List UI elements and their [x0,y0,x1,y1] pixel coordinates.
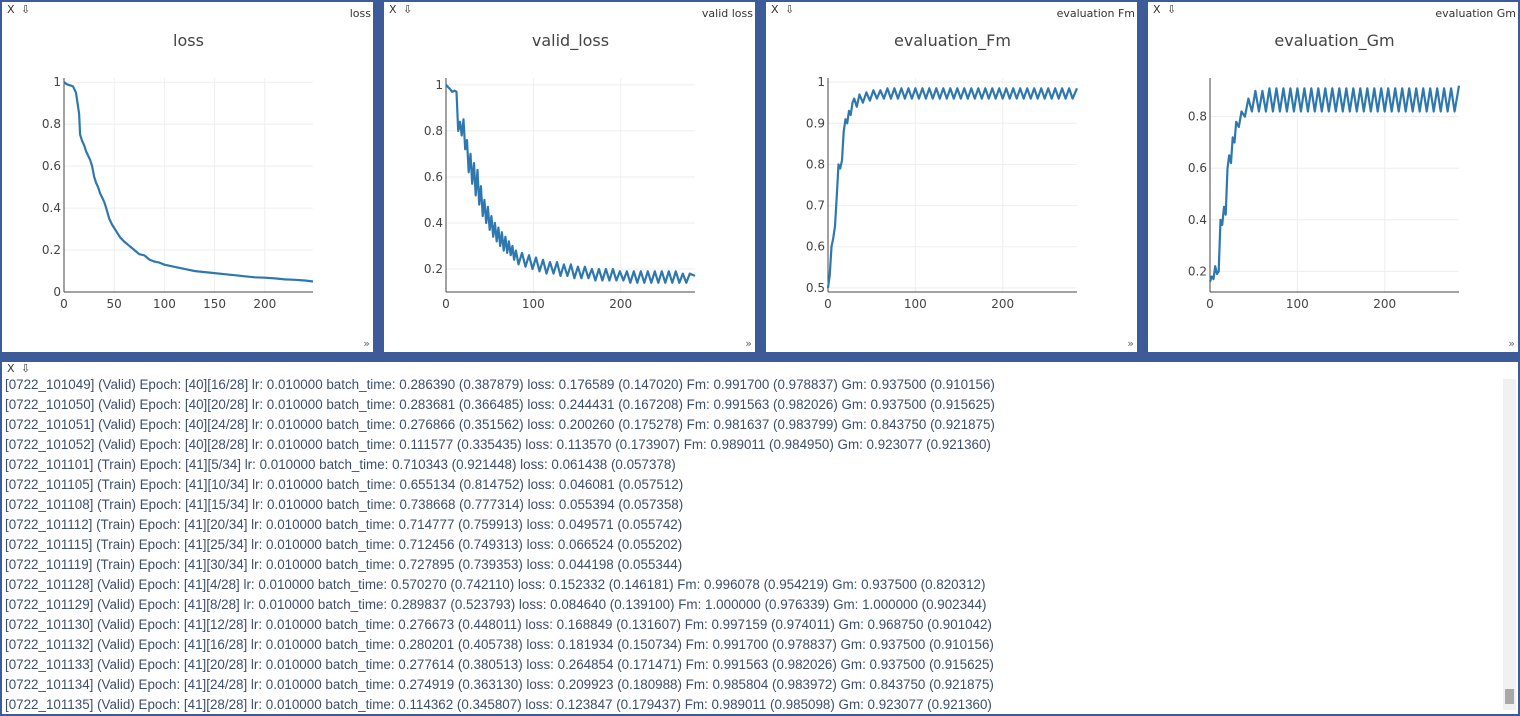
close-button[interactable]: X [7,3,15,16]
log-line: [0722_101051] (Valid) Epoch: [40][24/28]… [5,417,995,432]
download-icon[interactable]: ⇩ [21,3,31,16]
log-line: [0722_101133] (Valid) Epoch: [41][20/28]… [5,657,994,672]
series-line [826,87,1079,289]
chart-pane-loss: X ⇩ loss loss 0 50 100 150 200 0 0.2 0.4 0.6 0.8 1 … [2,2,373,352]
y-tick-label: 0.5 [806,281,825,295]
download-icon[interactable]: ⇩ [785,3,795,16]
series-line [1208,85,1461,283]
y-tick-label: 0.2 [1188,264,1207,278]
pane-toolbar: X ⇩ evaluation Fm [766,2,1137,21]
chart-title: valid_loss [532,31,609,51]
chart-title: evaluation_Gm [1274,31,1394,51]
chart-title: loss [173,31,204,50]
x-tick-label: 0 [824,297,832,311]
download-icon[interactable]: ⇩ [1167,3,1177,16]
y-tick-label: 1 [435,78,443,92]
log-line: [0722_101105] (Train) Epoch: [41][10/34]… [5,477,684,492]
pane-id: evaluation Gm [1435,7,1516,20]
log-pane: X ⇩ [0722_101049] (Valid) Epoch: [40][16… [2,362,1518,714]
resize-handle-icon[interactable]: » [1127,337,1134,350]
log-line: [0722_101119] (Train) Epoch: [41][30/34]… [5,557,683,572]
y-tick-label: 0.8 [806,157,825,171]
y-tick-label: 0.2 [42,243,61,257]
y-tick-label: 0 [53,285,61,299]
x-tick-label: 100 [153,297,176,311]
log-line: [0722_101134] (Valid) Epoch: [41][24/28]… [5,677,994,692]
pane-toolbar: X ⇩ loss [2,2,373,21]
resize-handle-icon[interactable]: » [745,337,752,350]
x-tick-label: 200 [991,297,1014,311]
chart-pane-evaluation-fm: X ⇩ evaluation Fm evaluation_Fm 0 100 200 0.… [766,2,1137,352]
y-tick-label: 0.2 [424,262,443,276]
pane-id: valid loss [701,7,753,20]
close-button[interactable]: X [771,3,779,16]
log-line: [0722_101052] (Valid) Epoch: [40][28/28]… [5,437,991,452]
x-tick-label: 200 [1373,297,1396,311]
pane-id: evaluation Fm [1056,7,1135,20]
x-tick-label: 0 [60,297,68,311]
y-tick-label: 0.4 [424,216,443,230]
scrollbar[interactable] [1503,379,1516,710]
x-tick-label: 150 [203,297,226,311]
resize-handle-icon[interactable]: » [363,337,370,350]
log-line: [0722_101128] (Valid) Epoch: [41][4/28] … [5,577,986,592]
log-line: [0722_101101] (Train) Epoch: [41][5/34] … [5,457,676,472]
pane-toolbar: X ⇩ [2,362,1518,380]
chart-pane-valid-loss: X ⇩ valid loss valid_loss 0 100 200 0.2 0.4 0.… [384,2,755,352]
log-line: [0722_101130] (Valid) Epoch: [41][12/28]… [5,617,992,632]
pane-id: loss [349,7,371,20]
x-tick-label: 200 [609,297,632,311]
log-line: [0722_101132] (Valid) Epoch: [41][16/28]… [5,637,994,652]
download-icon[interactable]: ⇩ [403,3,413,16]
x-tick-label: 50 [107,297,122,311]
y-tick-label: 0.8 [424,124,443,138]
close-button[interactable]: X [1153,3,1161,16]
pane-toolbar: X ⇩ valid loss [384,2,755,21]
log-line: [0722_101135] (Valid) Epoch: [41][28/28]… [5,697,992,712]
log-line: [0722_101115] (Train) Epoch: [41][25/34]… [5,537,683,552]
resize-handle-icon[interactable]: » [1508,337,1515,350]
close-button[interactable]: X [389,3,397,16]
scrollbar-thumb[interactable] [1505,689,1514,704]
close-button[interactable]: X [7,362,15,375]
x-tick-label: 0 [1206,297,1214,311]
y-tick-label: 0.7 [806,199,825,213]
log-line: [0722_101050] (Valid) Epoch: [40][20/28]… [5,397,995,412]
y-tick-label: 1 [817,75,825,89]
y-tick-label: 0.8 [42,117,61,131]
y-tick-label: 0.8 [1188,110,1207,124]
x-tick-label: 100 [904,297,927,311]
series-line [445,84,696,284]
evaluation-gm-chart: evaluation_Gm 0 100 200 0.2 0.4 0.6 0.8 [1188,31,1461,311]
y-tick-label: 1 [53,75,61,89]
download-icon[interactable]: ⇩ [21,362,31,375]
x-tick-label: 0 [442,297,450,311]
x-tick-label: 200 [253,297,276,311]
y-tick-label: 0.6 [1188,161,1207,175]
log-line: [0722_101049] (Valid) Epoch: [40][16/28]… [5,377,995,392]
y-tick-label: 0.9 [806,116,825,130]
y-tick-label: 0.6 [42,159,61,173]
x-tick-label: 100 [522,297,545,311]
series-line [63,81,314,283]
log-line: [0722_101112] (Train) Epoch: [41][20/34]… [5,517,683,532]
chart-title: evaluation_Fm [894,31,1011,51]
y-tick-label: 0.4 [1188,213,1207,227]
evaluation-fm-chart: evaluation_Fm 0 100 200 0.5 0.6 0.7 0.8 0.9 1 [806,31,1079,311]
loss-chart: loss 0 50 100 150 200 0 0.2 0.4 0.6 0.8 1 [42,31,314,311]
log-text: [0722_101049] (Valid) Epoch: [40][16/28]… [5,375,1500,714]
y-tick-label: 0.4 [42,201,61,215]
y-tick-label: 0.6 [806,240,825,254]
log-line: [0722_101108] (Train) Epoch: [41][15/34]… [5,497,684,512]
log-line: [0722_101129] (Valid) Epoch: [41][8/28] … [5,597,987,612]
x-tick-label: 100 [1286,297,1309,311]
valid-loss-chart: valid_loss 0 100 200 0.2 0.4 0.6 0.8 1 [424,31,696,311]
y-tick-label: 0.6 [424,170,443,184]
chart-pane-evaluation-gm: X ⇩ evaluation Gm evaluation_Gm 0 100 200 0.… [1148,2,1518,352]
pane-toolbar: X ⇩ evaluation Gm [1148,2,1518,21]
